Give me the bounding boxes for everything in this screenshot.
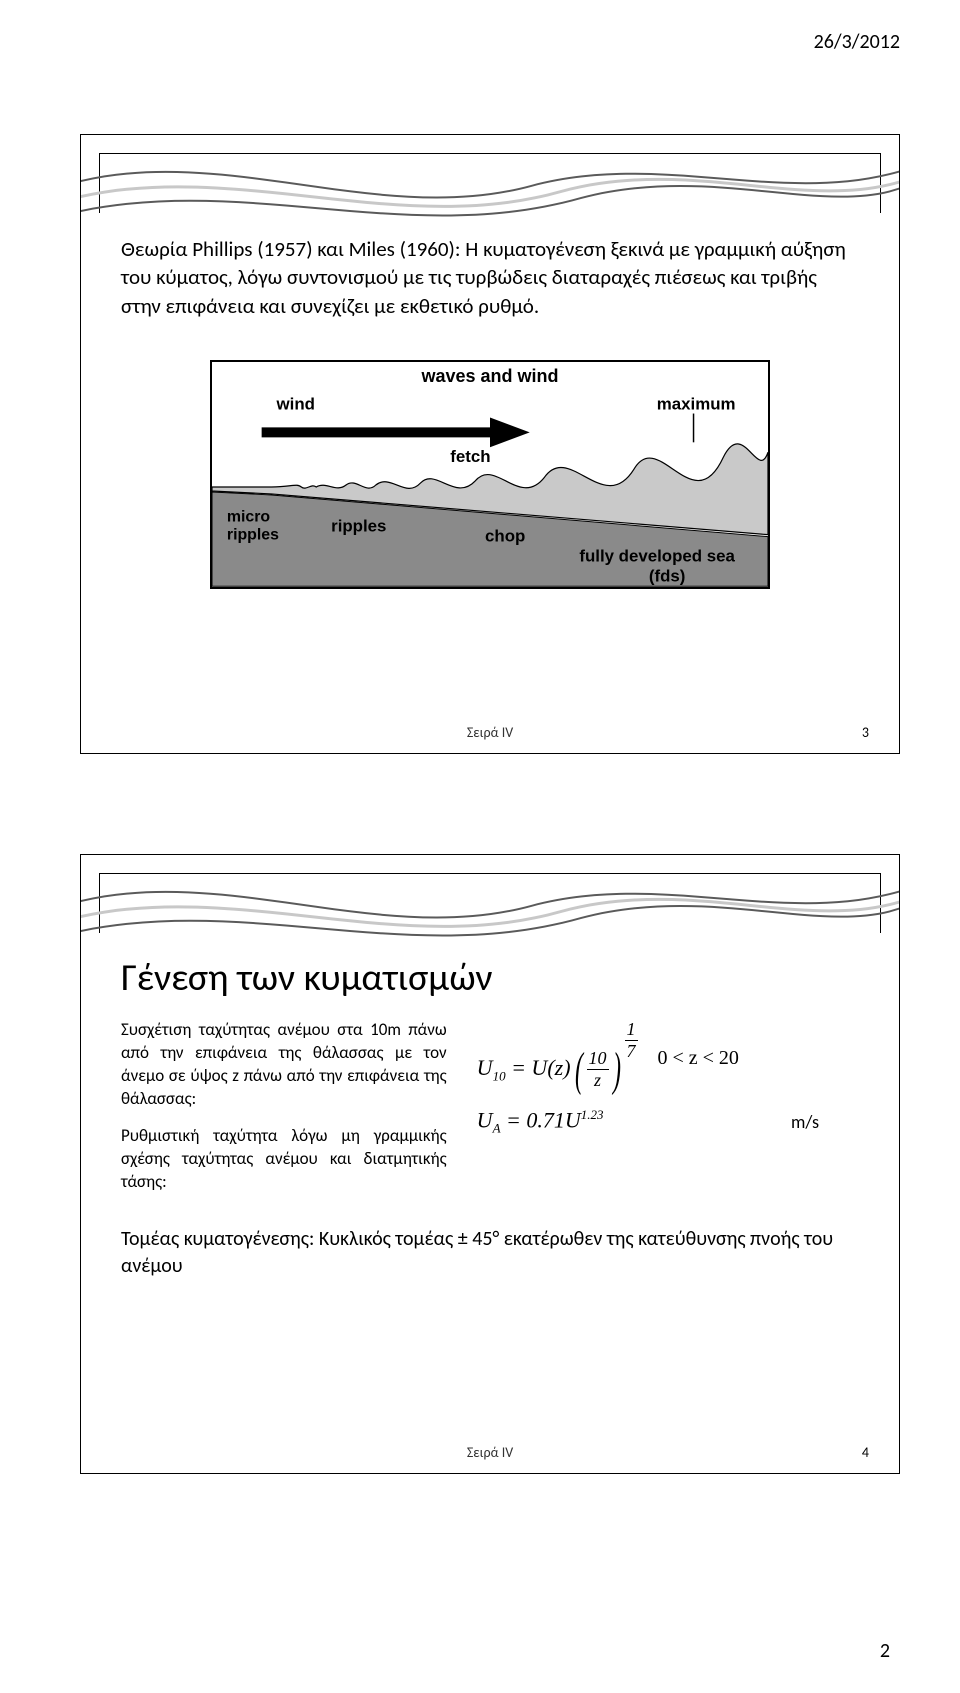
- slide-inner-border-2: [99, 873, 881, 933]
- f2-exp: 1.23: [581, 1107, 604, 1122]
- slide-2-number: 4: [862, 1444, 869, 1461]
- para-2: Ρυθμιστική ταχύτητα λόγω μη γραμμικής σχ…: [121, 1125, 447, 1194]
- label-chop: chop: [485, 527, 525, 546]
- f2-lhs-sub: A: [493, 1121, 501, 1136]
- f1-rhs-var: U: [531, 1055, 547, 1080]
- slide-2-title: Γένεση των κυματισμών: [121, 955, 859, 1001]
- diagram-title: waves and wind: [212, 362, 768, 387]
- slide-1-number: 3: [862, 724, 869, 741]
- label-fetch: fetch: [450, 447, 490, 466]
- slide-2: Γένεση των κυματισμών Συσχέτιση ταχύτητα…: [80, 854, 900, 1474]
- f1-rhs-arg: (z): [547, 1055, 570, 1080]
- waves-diagram: waves and wind wind fetch: [210, 360, 770, 589]
- formula-1-range: 0 < z < 20: [658, 1047, 739, 1070]
- f1-lhs-sub: 10: [493, 1068, 506, 1083]
- formula-2-unit: m/s: [791, 1111, 819, 1133]
- f2-rhs-var: U: [565, 1108, 581, 1133]
- label-maximum: maximum: [657, 395, 736, 414]
- waves-diagram-svg: wind fetch maximum micro ripples ripples…: [212, 387, 768, 587]
- page-number: 2: [880, 1639, 900, 1663]
- conclusion-text: Τομέας κυματογένεσης: Κυκλικός τομέας ± …: [121, 1226, 859, 1280]
- slide-1: Θεωρία Phillips (1957) και Miles (1960):…: [80, 134, 900, 754]
- f1-lhs-var: U: [477, 1055, 493, 1080]
- slide-2-content: Γένεση των κυματισμών Συσχέτιση ταχύτητα…: [121, 955, 859, 1423]
- f2-coef: 0.71: [526, 1108, 565, 1133]
- formula-1: U10 = U(z)(10z)17: [477, 1019, 638, 1097]
- label-ripples-left: ripples: [227, 527, 279, 544]
- f1-den: z: [587, 1070, 609, 1091]
- formula-2: UA = 0.71U1.23: [477, 1107, 604, 1137]
- f2-lhs-var: U: [477, 1108, 493, 1133]
- two-column-layout: Συσχέτιση ταχύτητας ανέμου στα 10m πάνω …: [121, 1019, 859, 1208]
- label-fds2: (fds): [649, 566, 686, 585]
- slide-2-footer: Σειρά IV: [81, 1444, 899, 1461]
- slide-1-footer: Σειρά IV: [81, 724, 899, 741]
- page: 26/3/2012 Θεωρία Phillips (1957) και Mil…: [0, 0, 960, 1693]
- label-wind: wind: [276, 395, 315, 414]
- slide-1-content: Θεωρία Phillips (1957) και Miles (1960):…: [121, 235, 859, 703]
- f1-exp-den: 7: [625, 1041, 638, 1062]
- left-column: Συσχέτιση ταχύτητας ανέμου στα 10m πάνω …: [121, 1019, 447, 1208]
- f2-eq: =: [501, 1108, 527, 1133]
- label-micro: micro: [227, 509, 271, 526]
- formula-2-row: UA = 0.71U1.23 m/s: [477, 1107, 859, 1137]
- formula-1-row: U10 = U(z)(10z)17 0 < z < 20: [477, 1019, 859, 1097]
- slide-1-body: Θεωρία Phillips (1957) και Miles (1960):…: [121, 235, 859, 320]
- para-1: Συσχέτιση ταχύτητας ανέμου στα 10m πάνω …: [121, 1019, 447, 1111]
- label-ripples: ripples: [331, 517, 386, 536]
- date-header: 26/3/2012: [70, 30, 910, 134]
- f1-eq: =: [506, 1055, 532, 1080]
- slide-inner-border: [99, 153, 881, 213]
- f1-exp-num: 1: [625, 1019, 638, 1041]
- f1-num: 10: [587, 1048, 609, 1070]
- right-column: U10 = U(z)(10z)17 0 < z < 20 UA = 0.71U1…: [477, 1019, 859, 1147]
- label-fds1: fully developed sea: [579, 546, 735, 565]
